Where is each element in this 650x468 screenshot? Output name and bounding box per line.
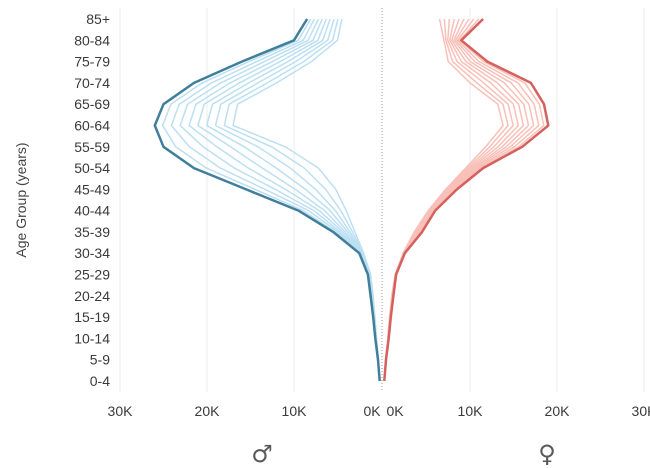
y-tick-label: 30-34 <box>74 245 110 261</box>
y-axis-label: Age Group (years) <box>13 142 29 257</box>
y-tick-label: 80-84 <box>74 32 110 48</box>
x-axis-tick-labels: 30K 20K 10K 0K 0K 10K 20K 30K <box>108 403 650 419</box>
series-line-right-latest <box>383 18 550 382</box>
grid-lines <box>119 8 645 392</box>
series-line-left-0 <box>232 18 381 382</box>
series-line-right-3 <box>383 18 520 382</box>
x-tick-label-left: 10K <box>282 403 308 419</box>
x-tick-label-right: 0K <box>386 403 404 419</box>
x-tick-label-left: 20K <box>195 403 221 419</box>
y-tick-label: 70-74 <box>74 75 110 91</box>
male-symbol: ♂ <box>251 440 273 468</box>
y-tick-label: 60-64 <box>74 117 110 133</box>
y-tick-label: 50-54 <box>74 160 110 176</box>
series-line-right-7 <box>383 18 540 382</box>
y-axis-tick-labels: 0-4 5-9 10-14 15-19 20-24 25-29 30-34 35-39 40-4… <box>74 11 110 389</box>
y-tick-label: 35-39 <box>74 224 110 240</box>
y-tick-label: 10-14 <box>74 330 110 346</box>
y-tick-label: 55-59 <box>74 139 110 155</box>
x-tick-label-right: 30K <box>632 403 650 419</box>
y-tick-label: 85+ <box>86 11 110 27</box>
y-tick-label: 25-29 <box>74 267 110 283</box>
x-tick-label-right: 10K <box>458 403 484 419</box>
y-tick-label: 75-79 <box>74 54 110 70</box>
series-line-right-8 <box>383 18 545 382</box>
female-symbol: ♀ <box>538 440 556 468</box>
x-tick-label-left: 0K <box>363 403 381 419</box>
x-tick-label-right: 20K <box>545 403 571 419</box>
series-line-left-latest <box>153 18 381 382</box>
y-tick-label: 20-24 <box>74 288 110 304</box>
y-tick-label: 15-19 <box>74 309 110 325</box>
y-tick-label: 45-49 <box>74 181 110 197</box>
y-tick-label: 40-44 <box>74 203 110 219</box>
y-tick-label: 5-9 <box>90 352 110 368</box>
x-tick-label-left: 30K <box>108 403 134 419</box>
series-line-right-4 <box>383 18 525 382</box>
y-tick-label: 0-4 <box>90 373 110 389</box>
series-line-left-4 <box>197 18 381 382</box>
y-tick-label: 65-69 <box>74 96 110 112</box>
series-lines <box>153 18 550 382</box>
